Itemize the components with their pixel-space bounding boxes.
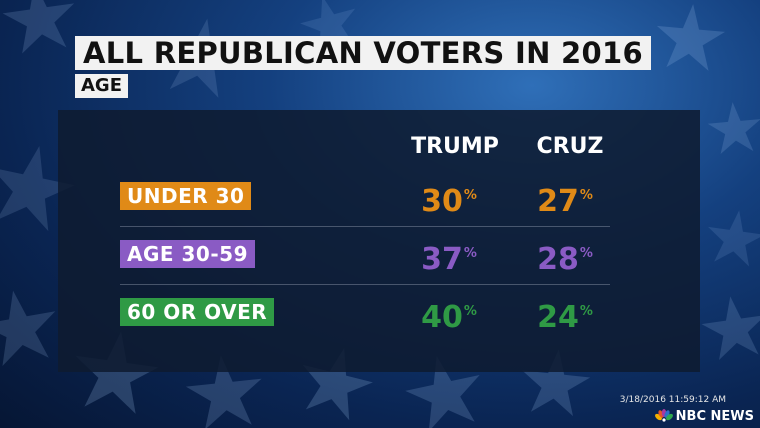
timestamp: 3/18/2016 11:59:12 AM [619, 395, 726, 405]
page-subtitle: AGE [75, 74, 129, 98]
peacock-icon [654, 407, 673, 426]
trump-value: 40% [421, 300, 477, 335]
row-divider [120, 284, 610, 285]
column-header-cruz: CRUZ [536, 134, 604, 159]
cruz-value: 28% [537, 242, 593, 277]
row-divider [120, 226, 610, 227]
row-label: 60 OR OVER [120, 298, 275, 326]
page-title: ALL REPUBLICAN VOTERS IN 2016 [75, 36, 651, 70]
cruz-value: 27% [537, 184, 593, 219]
results-table: TRUMP CRUZ UNDER 30 30% 27% AGE 30-59 37… [58, 110, 700, 372]
cruz-value: 24% [537, 300, 593, 335]
table-row-under-30: UNDER 30 30% 27% [58, 168, 700, 227]
row-label: AGE 30-59 [120, 240, 255, 268]
column-header-trump: TRUMP [411, 134, 499, 159]
trump-value: 30% [421, 184, 477, 219]
table-row-60-or-over: 60 OR OVER 40% 24% [58, 284, 700, 342]
trump-value: 37% [421, 242, 477, 277]
network-logo: NBC NEWS [654, 407, 754, 426]
row-label: UNDER 30 [120, 182, 252, 210]
network-name: NBC NEWS [675, 408, 754, 424]
table-row-age-30-59: AGE 30-59 37% 28% [58, 226, 700, 285]
